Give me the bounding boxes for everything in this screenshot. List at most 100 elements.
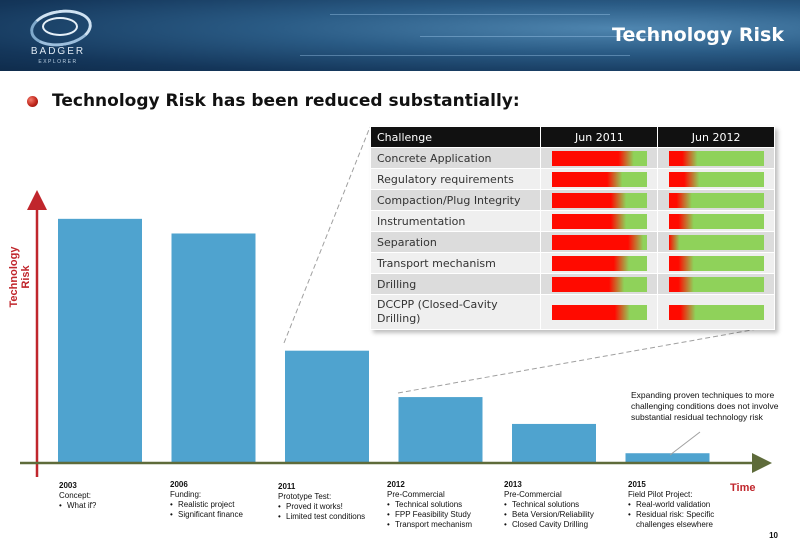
risk-bar bbox=[552, 192, 648, 208]
risk-cell-2011 bbox=[540, 168, 659, 190]
risk-cell-2011 bbox=[540, 231, 659, 253]
table-row: Concrete Application bbox=[369, 147, 775, 169]
headline: Technology Risk has been reduced substan… bbox=[52, 91, 520, 111]
column-header-challenge: Challenge bbox=[369, 126, 542, 148]
milestone-title: Concept: bbox=[59, 491, 92, 500]
milestone-title: Field Pilot Project: bbox=[628, 490, 693, 499]
risk-cell-2012 bbox=[657, 168, 775, 190]
company-logo: BADGER EXPLORER bbox=[14, 5, 104, 66]
milestone-year: 2012 bbox=[387, 480, 405, 489]
risk-cell-2012 bbox=[657, 210, 775, 232]
risk-bar-2011 bbox=[285, 350, 369, 463]
milestone-year: 2006 bbox=[170, 480, 188, 489]
risk-bar bbox=[669, 276, 764, 292]
risk-bar bbox=[552, 150, 648, 166]
table-row: Transport mechanism bbox=[369, 252, 775, 274]
risk-bar-2015 bbox=[625, 453, 710, 463]
risk-bar bbox=[669, 234, 764, 250]
milestone-2012: 2012 Pre-Commercial Technical solutions … bbox=[387, 480, 505, 530]
risk-bar bbox=[669, 213, 764, 229]
callout-line-bottom bbox=[397, 325, 775, 394]
risk-bar bbox=[669, 192, 764, 208]
risk-bar bbox=[669, 171, 764, 187]
risk-cell-2012 bbox=[657, 273, 775, 295]
challenge-table: Challenge Jun 2011 Jun 2012 Concrete App… bbox=[369, 126, 775, 330]
milestone-2003: 2003 Concept: What if? bbox=[59, 481, 177, 511]
callout-line-top bbox=[283, 126, 371, 344]
risk-cell-2012 bbox=[657, 231, 775, 253]
risk-bar bbox=[669, 304, 764, 320]
risk-cell-2011 bbox=[540, 252, 659, 274]
risk-bar bbox=[669, 150, 764, 166]
milestone-item: Limited test conditions bbox=[278, 512, 396, 522]
risk-cell-2012 bbox=[657, 294, 775, 330]
milestone-item: Beta Version/Reliability bbox=[504, 510, 622, 520]
risk-bar bbox=[552, 276, 648, 292]
column-header-jun-2012: Jun 2012 bbox=[657, 126, 775, 148]
milestone-2011: 2011 Prototype Test: Proved it works! Li… bbox=[278, 482, 396, 522]
table-row: Compaction/Plug Integrity bbox=[369, 189, 775, 211]
milestone-item: Technical solutions bbox=[387, 500, 505, 510]
bullet-icon bbox=[27, 96, 38, 107]
risk-bar bbox=[552, 213, 648, 229]
risk-bar bbox=[552, 171, 648, 187]
logo-name: BADGER bbox=[30, 46, 86, 57]
risk-cell-2012 bbox=[657, 189, 775, 211]
challenge-label: Separation bbox=[369, 231, 542, 253]
page-number: 10 bbox=[769, 531, 778, 540]
risk-cell-2012 bbox=[657, 252, 775, 274]
milestone-item: Realistic project bbox=[170, 500, 288, 510]
challenge-label: DCCPP (Closed-Cavity Drilling) bbox=[369, 294, 542, 330]
risk-cell-2011 bbox=[540, 189, 659, 211]
table-row: Regulatory requirements bbox=[369, 168, 775, 190]
risk-bar bbox=[552, 255, 648, 271]
milestone-item: FPP Feasibility Study bbox=[387, 510, 505, 520]
milestone-item: Transport mechanism bbox=[387, 520, 505, 530]
risk-bar-2012 bbox=[398, 397, 483, 463]
column-header-jun-2011: Jun 2011 bbox=[540, 126, 659, 148]
milestone-year: 2011 bbox=[278, 482, 296, 491]
milestone-item: Closed Cavity Drilling bbox=[504, 520, 622, 530]
risk-bar bbox=[669, 255, 764, 271]
milestone-2013: 2013 Pre-Commercial Technical solutions … bbox=[504, 480, 622, 530]
milestone-item: Residual risk: Specific challenges elsew… bbox=[628, 510, 748, 530]
risk-bar-2013 bbox=[512, 423, 596, 463]
page-title: Technology Risk bbox=[612, 24, 784, 46]
challenge-label: Drilling bbox=[369, 273, 542, 295]
risk-cell-2012 bbox=[657, 147, 775, 169]
header-banner: BADGER EXPLORER Technology Risk bbox=[0, 0, 800, 71]
risk-cell-2011 bbox=[540, 147, 659, 169]
milestone-item: Proved it works! bbox=[278, 502, 396, 512]
annotation-text: Expanding proven techniques to more chal… bbox=[631, 390, 779, 422]
milestone-item: Technical solutions bbox=[504, 500, 622, 510]
table-row: Instrumentation bbox=[369, 210, 775, 232]
milestone-title: Prototype Test: bbox=[278, 492, 332, 501]
table-row: DCCPP (Closed-Cavity Drilling) bbox=[369, 294, 775, 330]
risk-cell-2011 bbox=[540, 210, 659, 232]
x-axis-label: Time bbox=[730, 482, 756, 494]
challenge-label: Compaction/Plug Integrity bbox=[369, 189, 542, 211]
y-axis-label: Technology Risk bbox=[8, 246, 32, 308]
risk-bar bbox=[552, 234, 648, 250]
annotation-leader bbox=[669, 431, 701, 456]
risk-bar bbox=[552, 304, 648, 320]
risk-cell-2011 bbox=[540, 294, 659, 330]
milestone-item: Significant finance bbox=[170, 510, 288, 520]
milestone-title: Funding: bbox=[170, 490, 202, 499]
challenge-label: Concrete Application bbox=[369, 147, 542, 169]
milestone-2015: 2015 Field Pilot Project: Real-world val… bbox=[628, 480, 748, 530]
milestone-year: 2015 bbox=[628, 480, 646, 489]
milestone-year: 2003 bbox=[59, 481, 77, 490]
challenge-label: Instrumentation bbox=[369, 210, 542, 232]
milestone-item: Real-world validation bbox=[628, 500, 748, 510]
table-row: Drilling bbox=[369, 273, 775, 295]
milestone-title: Pre-Commercial bbox=[504, 490, 562, 499]
milestone-year: 2013 bbox=[504, 480, 522, 489]
risk-bar-2006 bbox=[171, 233, 256, 463]
logo-tagline: EXPLORER bbox=[38, 59, 78, 65]
milestone-item: What if? bbox=[59, 501, 177, 511]
risk-bar-2003 bbox=[58, 218, 142, 463]
risk-cell-2011 bbox=[540, 273, 659, 295]
milestone-title: Pre-Commercial bbox=[387, 490, 445, 499]
